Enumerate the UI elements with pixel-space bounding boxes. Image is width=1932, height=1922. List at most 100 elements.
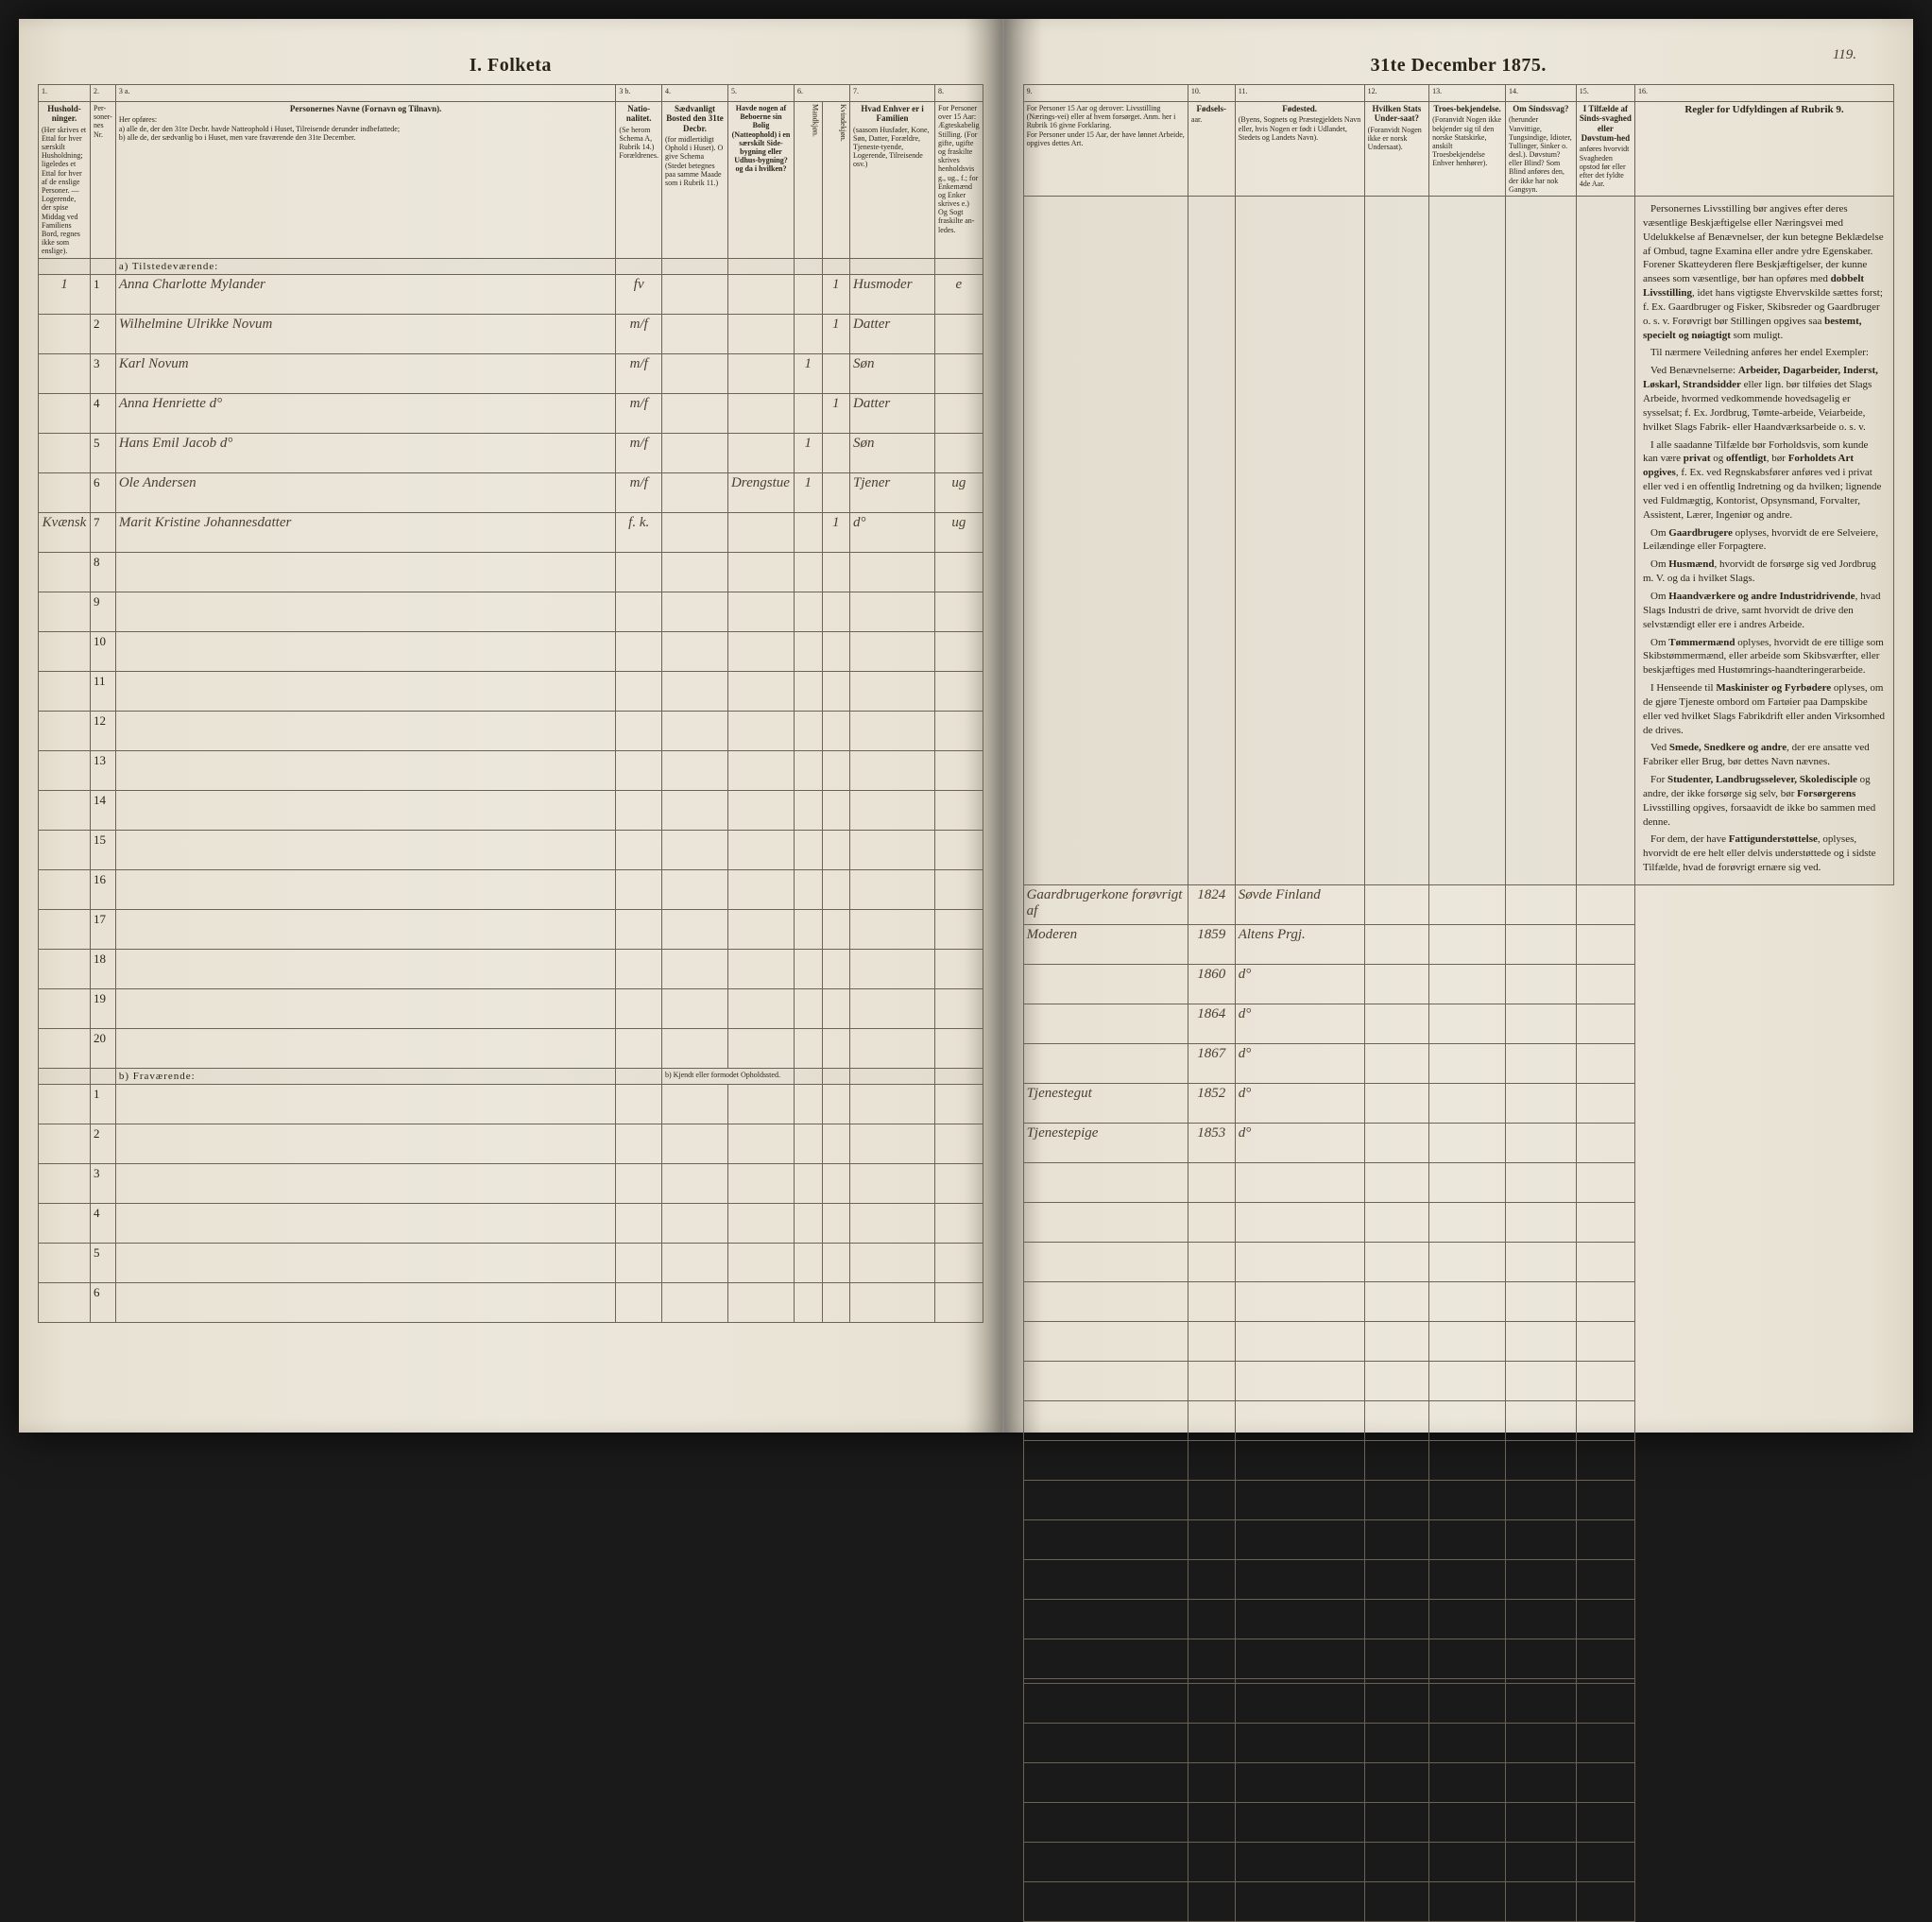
col-num: 7. [850,85,935,102]
header-birthplace: Fødested. (Byens, Sognets og Præstegjeld… [1235,102,1364,197]
cell-family-role: Datter [850,314,935,353]
col-num: 14. [1506,85,1577,102]
header-marital: For Personer over 15 Aar: Ægteskabelig S… [935,102,983,259]
cell-occupation: Moderen [1023,925,1188,965]
col-num: 9. [1023,85,1188,102]
cell-household [39,393,91,433]
table-row: 20 [39,1028,983,1068]
cell-citizenship [1364,1124,1428,1163]
column-numbers-row: 1. 2. 3 a. 3 b. 4. 5. 6. 7. 8. [39,85,983,102]
table-row [1023,1763,1893,1803]
cell-occupation: Tjenestepige [1023,1124,1188,1163]
cell-person-nr: 3 [91,1163,116,1203]
cell-sex-k: 1 [822,274,850,314]
cell-name: Ole Andersen [115,472,616,512]
table-row [1023,1203,1893,1243]
cell-name: Anna Charlotte Mylander [115,274,616,314]
cell-outbuilding: Drengstue [727,472,794,512]
cell-insanity [1506,1084,1577,1124]
col-num: 1. [39,85,91,102]
cell-marital: ug [935,472,983,512]
table-row: Moderen 1859 Altens Prgj. [1023,925,1893,965]
header-sex-female: Kvindekjøn. [822,102,850,259]
section-a-row: a) Tilstedeværende: [39,258,983,274]
table-row: 8 [39,552,983,592]
cell-insanity [1506,965,1577,1004]
table-row [1023,1803,1893,1843]
rules-paragraph: For dem, der have Fattigunderstøttelse, … [1643,832,1886,875]
cell-onset [1576,1124,1634,1163]
cell-citizenship [1364,885,1428,925]
table-row [1023,1481,1893,1520]
cell-marital [935,314,983,353]
cell-outbuilding [727,353,794,393]
table-row: 5 Hans Emil Jacob d° m/f 1 Søn [39,433,983,472]
cell-sex-m [794,274,822,314]
table-row: 1 [39,1084,983,1124]
cell-marital: ug [935,512,983,552]
census-table-left: 1. 2. 3 a. 3 b. 4. 5. 6. 7. 8. Hushold-n… [38,84,983,1323]
table-row: 6 Ole Andersen m/f Drengstue 1 Tjener ug [39,472,983,512]
table-row: 19 [39,988,983,1028]
rules-paragraph: Om Haandværkere og andre Industridrivend… [1643,590,1886,632]
cell-name: Hans Emil Jacob d° [115,433,616,472]
cell-birthplace: d° [1235,965,1364,1004]
cell-person-nr: 14 [91,790,116,830]
col-num: 8. [935,85,983,102]
header-person-nr: Per-soner-nes Nr. [91,102,116,259]
cell-household: Kvænsk [39,512,91,552]
table-row [1023,1282,1893,1322]
cell-person-nr: 15 [91,830,116,869]
cell-residence [661,393,727,433]
cell-person-nr: 16 [91,869,116,909]
cell-household [39,433,91,472]
cell-onset [1576,965,1634,1004]
table-row: 2 [39,1124,983,1163]
header-insanity: Om Sindssvag? (herunder Vanvittige, Tung… [1506,102,1577,197]
cell-birth-year: 1860 [1188,965,1235,1004]
cell-person-nr: 2 [91,314,116,353]
col-num: 11. [1235,85,1364,102]
header-creed: Troes-bekjendelse. (Foranvidt Nogen ikke… [1429,102,1506,197]
page-title-right: 31te December 1875. [1004,19,1913,84]
cell-insanity [1506,885,1577,925]
table-row: Tjenestepige 1853 d° [1023,1124,1893,1163]
rules-paragraph: Om Husmænd, hvorvidt de forsørge sig ved… [1643,558,1886,586]
cell-birth-year: 1824 [1188,885,1235,925]
cell-birth-year: 1859 [1188,925,1235,965]
cell-insanity [1506,1124,1577,1163]
cell-citizenship [1364,1044,1428,1084]
column-numbers-row: 9. 10. 11. 12. 13. 14. 15. 16. [1023,85,1893,102]
col-num: 15. [1576,85,1634,102]
table-row: 3 [39,1163,983,1203]
cell-outbuilding [727,512,794,552]
header-outbuilding: Havde nogen af Beboerne sin Bolig (Natte… [727,102,794,259]
page-number: 119. [1833,47,1856,63]
table-row [1023,1520,1893,1560]
cell-sex-k: 1 [822,314,850,353]
cell-occupation [1023,965,1188,1004]
table-row [1023,1401,1893,1441]
table-row [1023,1882,1893,1922]
table-row [1023,1843,1893,1882]
cell-citizenship [1364,1084,1428,1124]
cell-occupation: Tjenestegut [1023,1084,1188,1124]
column-headers-row: For Personer 15 Aar og derover: Livsstil… [1023,102,1893,197]
rules-paragraph: For Studenter, Landbrugsselever, Skoledi… [1643,773,1886,829]
table-row: 3 Karl Novum m/f 1 Søn [39,353,983,393]
cell-nationality: m/f [616,314,662,353]
table-row: 6 [39,1282,983,1322]
table-row: 18 [39,949,983,988]
cell-residence [661,274,727,314]
cell-occupation [1023,1004,1188,1044]
cell-onset [1576,925,1634,965]
col-num: 3 a. [115,85,616,102]
cell-family-role: Søn [850,433,935,472]
cell-name: Karl Novum [115,353,616,393]
cell-outbuilding [727,393,794,433]
cell-creed [1429,965,1506,1004]
cell-person-nr: 1 [91,274,116,314]
cell-birthplace: Altens Prgj. [1235,925,1364,965]
cell-marital [935,393,983,433]
cell-person-nr: 8 [91,552,116,592]
